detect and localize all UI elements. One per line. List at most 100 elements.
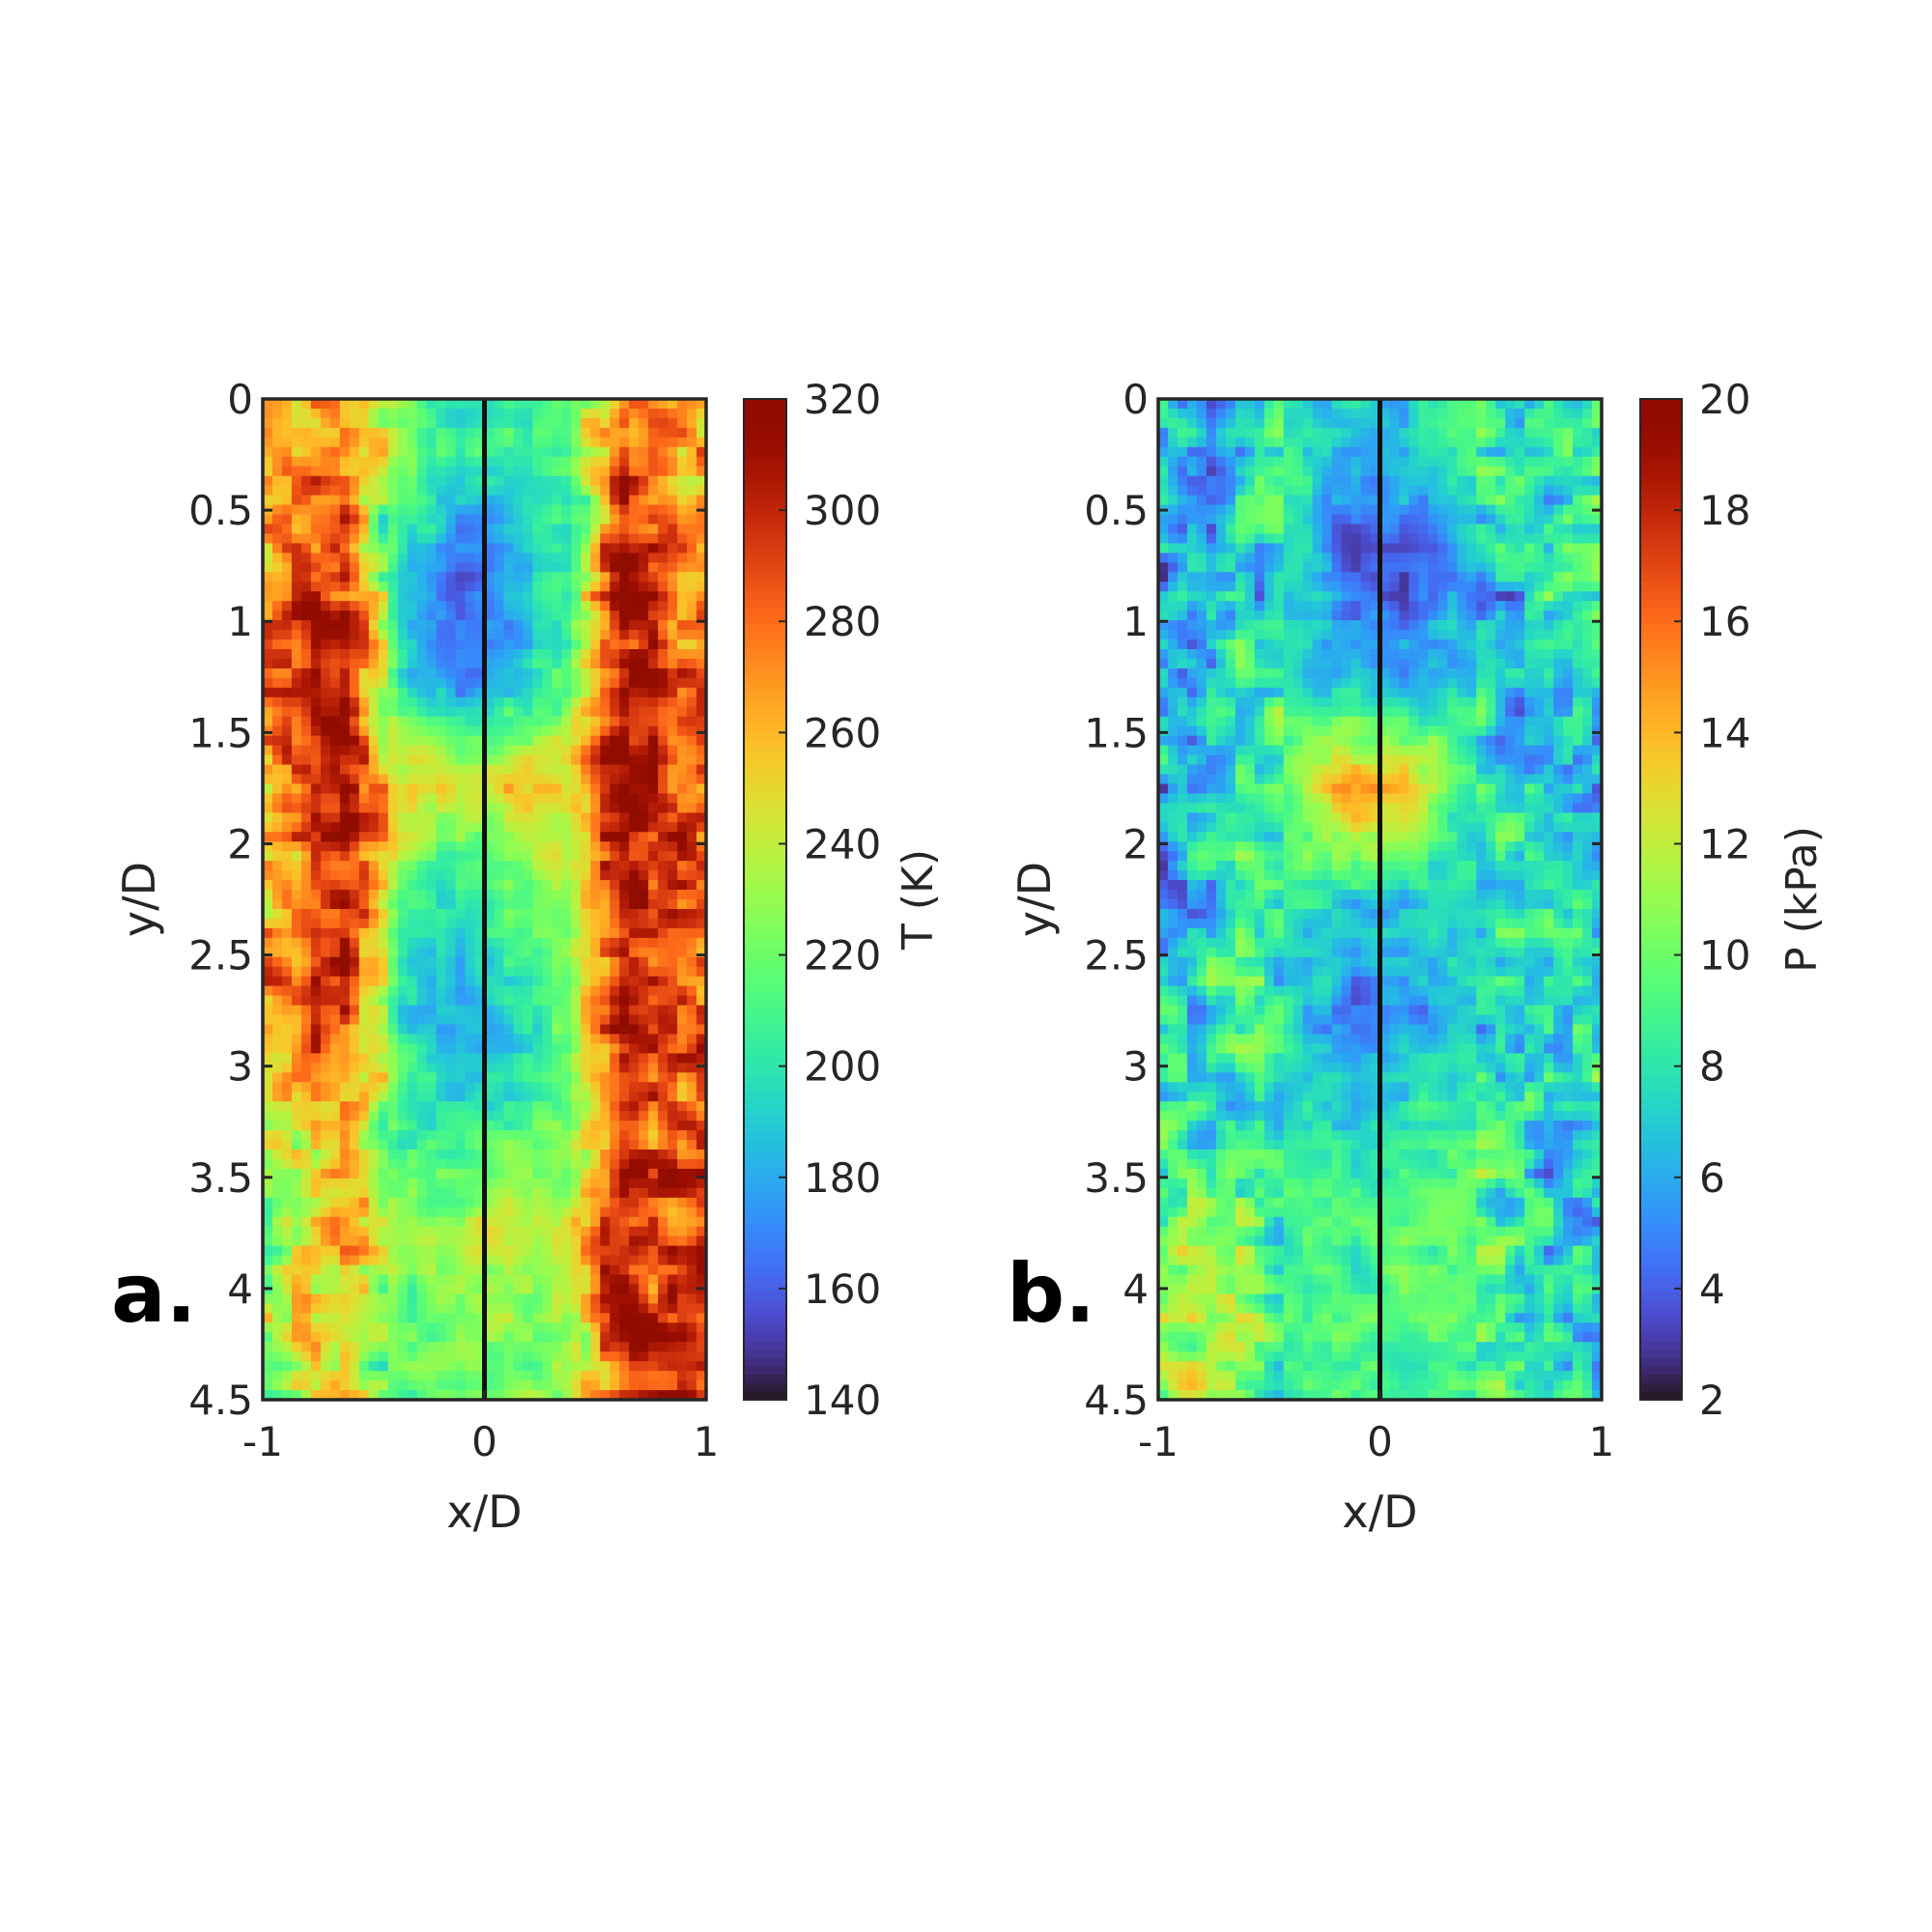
heatmap-cell (677, 649, 688, 660)
heatmap-cell (445, 832, 457, 842)
heatmap-cell (416, 995, 428, 1007)
heatmap-cell (474, 1236, 486, 1247)
heatmap-cell (310, 1342, 322, 1352)
heatmap-cell (668, 1043, 678, 1054)
heatmap-cell (358, 861, 370, 871)
heatmap-cell (542, 562, 553, 573)
heatmap-cell (571, 591, 582, 602)
heatmap-cell (571, 1024, 582, 1036)
heatmap-cell (503, 649, 515, 660)
heatmap-cell (503, 899, 515, 910)
heatmap-cell (426, 1187, 438, 1199)
heatmap-cell (416, 437, 428, 448)
heatmap-cell (561, 668, 572, 679)
heatmap-cell (445, 735, 457, 747)
heatmap-cell (610, 696, 620, 708)
heatmap-cell (474, 822, 486, 833)
heatmap-cell (416, 899, 428, 910)
heatmap-cell (281, 582, 293, 592)
heatmap-cell (513, 1101, 525, 1112)
heatmap-cell (310, 572, 322, 582)
heatmap-cell (513, 1351, 525, 1362)
heatmap-cell (648, 553, 659, 563)
heatmap-cell (310, 927, 322, 939)
heatmap-cell (513, 630, 525, 640)
heatmap-cell (397, 995, 409, 1007)
heatmap-cell (387, 1092, 399, 1102)
heatmap-cell (368, 1274, 380, 1286)
heatmap-cell (668, 1264, 678, 1276)
heatmap-cell (552, 687, 562, 698)
heatmap-cell (503, 611, 515, 621)
heatmap-cell (397, 832, 409, 842)
heatmap-cell (677, 1207, 688, 1218)
heatmap-cell (629, 658, 639, 669)
heatmap-cell (436, 937, 447, 949)
heatmap-cell (610, 890, 620, 900)
heatmap-cell (503, 956, 515, 968)
heatmap-cell (339, 687, 351, 698)
heatmap-cell (687, 880, 697, 891)
heatmap-cell (455, 1014, 467, 1026)
heatmap-cell (358, 437, 370, 448)
heatmap-cell (610, 716, 620, 727)
heatmap-cell (436, 832, 447, 842)
heatmap-cell (310, 880, 322, 891)
heatmap-cell (263, 677, 273, 689)
heatmap-cell (1360, 399, 1372, 410)
heatmap-cell (513, 466, 525, 477)
heatmap-cell (329, 793, 341, 804)
heatmap-cell (387, 591, 399, 602)
heatmap-cell (416, 427, 428, 439)
heatmap-cell (465, 822, 476, 833)
heatmap-cell (552, 1313, 562, 1323)
heatmap-cell (687, 1043, 697, 1054)
heatmap-cell (687, 639, 697, 650)
heatmap-cell (658, 1274, 668, 1286)
heatmap-cell (648, 658, 659, 669)
heatmap-cell (484, 1216, 496, 1228)
heatmap-cell (581, 639, 591, 650)
heatmap-cell (291, 1303, 302, 1314)
heatmap-cell (619, 1371, 630, 1381)
heatmap-cell (677, 754, 688, 766)
heatmap-cell (397, 745, 409, 756)
heatmap-cell (552, 1101, 562, 1112)
heatmap-cell (465, 1121, 476, 1131)
heatmap-cell (378, 1168, 389, 1179)
heatmap-cell (445, 966, 457, 978)
heatmap-cell (445, 890, 457, 900)
heatmap-cell (629, 572, 639, 582)
heatmap-cell (300, 947, 312, 958)
heatmap-cell (378, 437, 389, 448)
heatmap-cell (668, 514, 678, 526)
heatmap-cell (590, 1140, 601, 1151)
heatmap-cell (648, 918, 659, 929)
heatmap-cell (503, 995, 515, 1007)
heatmap-cell (407, 562, 418, 573)
heatmap-cell (552, 553, 562, 563)
heatmap-cell (263, 832, 273, 842)
heatmap-cell (494, 1111, 505, 1122)
heatmap-cell (320, 466, 331, 477)
heatmap-cell (542, 716, 553, 727)
heatmap-cell (426, 456, 438, 468)
heatmap-cell (677, 658, 688, 669)
heatmap-cell (1341, 399, 1352, 410)
heatmap-cell (281, 1005, 293, 1016)
heatmap-cell (426, 706, 438, 718)
heatmap-cell (571, 1274, 582, 1286)
heatmap-cell (368, 1322, 380, 1333)
heatmap-cell (494, 1130, 505, 1141)
heatmap-cell (320, 677, 331, 689)
heatmap-cell (263, 1207, 273, 1218)
heatmap-cell (397, 514, 409, 526)
heatmap-cell (503, 1005, 515, 1016)
heatmap-cell (696, 1168, 707, 1179)
heatmap-cell (668, 745, 678, 756)
heatmap-cell (263, 408, 273, 419)
heatmap-cell (474, 437, 486, 448)
heatmap-cell (687, 562, 697, 573)
heatmap-cell (436, 1236, 447, 1247)
heatmap-cell (339, 475, 351, 487)
